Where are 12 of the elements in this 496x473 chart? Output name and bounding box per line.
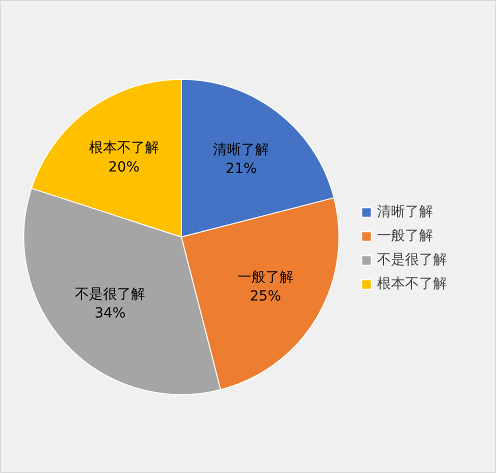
- slice-label: 根本不了解: [88, 140, 159, 156]
- slice-label: 不是很了解: [75, 286, 146, 303]
- data-label: 34%: [94, 306, 126, 322]
- legend-label: 一般了解: [377, 227, 433, 245]
- legend-label: 不是很了解: [377, 251, 447, 269]
- slice-label: 一般了解: [237, 269, 294, 286]
- data-label: 21%: [226, 161, 257, 178]
- legend-label: 根本不了解: [377, 275, 447, 293]
- slice-label: 清晰了解: [213, 142, 270, 158]
- data-label: 25%: [250, 288, 282, 305]
- data-label: 20%: [108, 159, 140, 176]
- legend-label: 清晰了解: [377, 203, 433, 221]
